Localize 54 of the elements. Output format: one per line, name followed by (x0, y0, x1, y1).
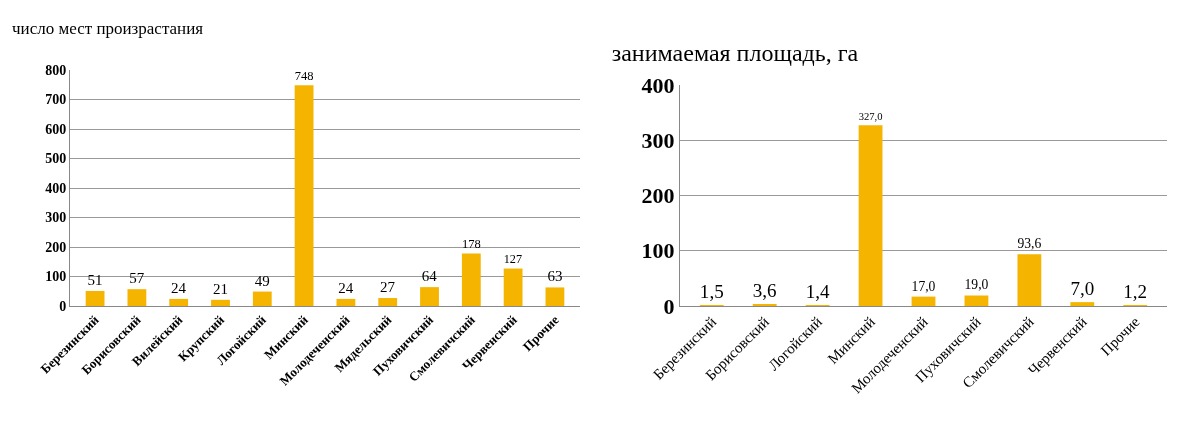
data-label: 127 (503, 252, 523, 267)
y-tick-label: 400 (641, 72, 675, 98)
bar (336, 298, 356, 306)
bar (378, 298, 398, 306)
y-tick-label: 400 (45, 180, 67, 196)
bar (294, 85, 314, 306)
y-tick-label: 600 (45, 121, 67, 137)
bar (211, 299, 230, 306)
data-label: 51 (87, 271, 103, 288)
bar (503, 268, 523, 306)
y-tick-label: 100 (45, 269, 67, 285)
data-label: 49 (254, 272, 270, 289)
bar (420, 287, 439, 306)
bar (252, 291, 272, 306)
data-label: 748 (294, 68, 314, 83)
y-tick-label: 200 (45, 239, 67, 255)
data-label: 63 (547, 268, 563, 285)
y-tick-label: 0 (59, 298, 67, 314)
data-label: 1,5 (699, 280, 724, 302)
bar (911, 296, 936, 306)
chart-title: занимаемая площадь, га (611, 40, 859, 67)
bar (1017, 254, 1042, 306)
bar (461, 253, 481, 306)
y-tick-label: 800 (45, 62, 67, 78)
bar (85, 290, 105, 306)
y-tick-label: 200 (641, 183, 675, 209)
data-label: 24 (170, 279, 187, 296)
data-label: 24 (338, 279, 354, 296)
chart-title: число мест произрастания (12, 19, 204, 39)
bar (1070, 302, 1095, 306)
bar (964, 295, 989, 306)
data-label: 1,2 (1123, 280, 1148, 302)
bar (545, 287, 565, 306)
data-label: 1,4 (805, 280, 831, 302)
data-label: 93,6 (1017, 236, 1042, 252)
bar (127, 289, 147, 306)
y-tick-label: 700 (45, 92, 67, 108)
data-label: 64 (421, 268, 438, 285)
y-tick-label: 500 (45, 151, 67, 167)
bar (858, 125, 883, 306)
y-tick-label: 300 (641, 127, 675, 153)
y-tick-label: 300 (45, 210, 67, 226)
data-label: 7,0 (1070, 277, 1095, 299)
data-label: 27 (379, 279, 396, 296)
data-label: 57 (129, 270, 145, 287)
data-label: 327,0 (858, 110, 883, 122)
y-tick-label: 100 (641, 238, 675, 264)
data-label: 3,6 (752, 279, 777, 301)
data-label: 178 (461, 236, 481, 251)
data-label: 19,0 (964, 277, 989, 293)
data-label: 21 (212, 280, 228, 297)
bar (169, 298, 189, 306)
data-label: 17,0 (911, 278, 936, 294)
y-tick-label: 0 (663, 293, 675, 319)
